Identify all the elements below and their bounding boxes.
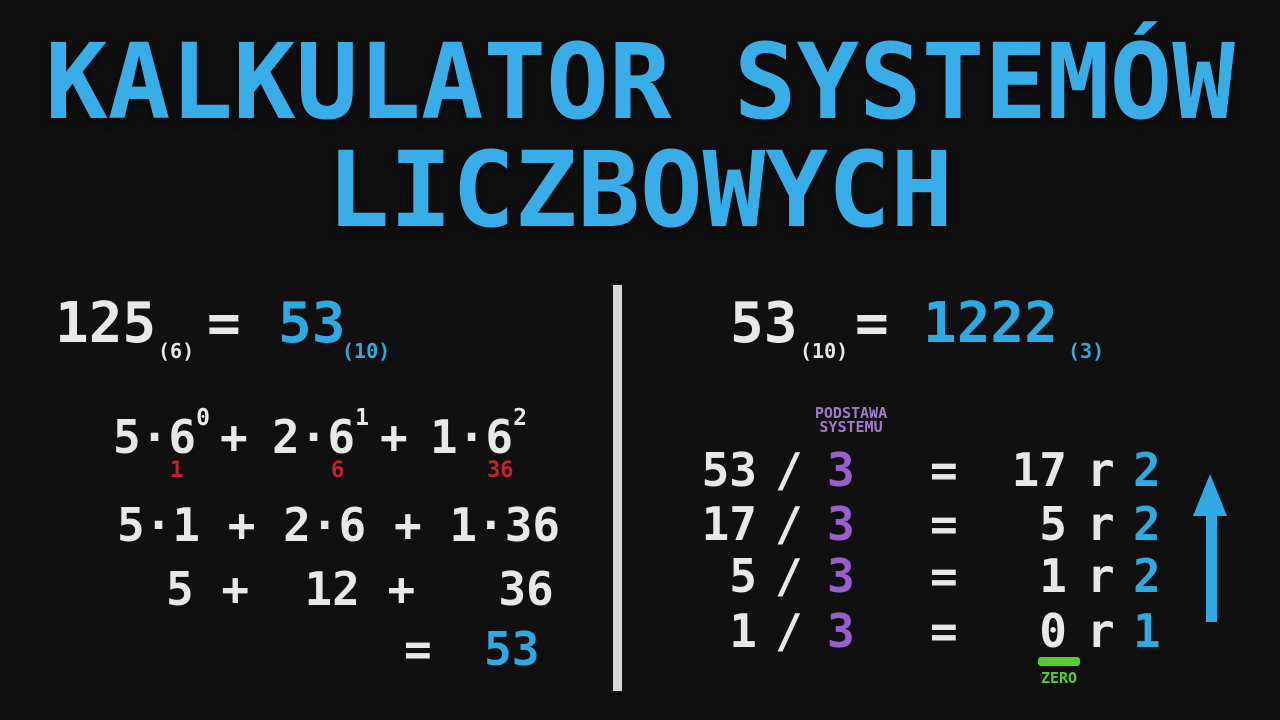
expansion-plus-2: + [380,410,408,464]
zero-label: ZERO [1040,669,1078,687]
division-1-remainder: 2 [1133,443,1161,497]
expansion-term-3-base: 1·6 [430,410,514,464]
right-equation-equals: = [855,291,889,356]
right-equation-result: 1222 [923,291,1058,356]
division-2-remainder-letter: r [1087,497,1115,551]
division-4-divisor: 3 [827,604,855,658]
expansion-term-3-exponent: 2 [513,405,527,431]
expansion-term-2: 2·61 [272,405,369,471]
left-equation-value: 125 [55,291,157,356]
division-4-dividend: 1 [729,604,757,658]
division-2-remainder: 2 [1133,497,1161,551]
column-divider [613,285,622,691]
division-3-dividend: 5 [729,549,757,603]
division-1-slash: / [775,443,803,497]
power-value-label-2: 6 [331,458,345,483]
division-3-remainder: 2 [1133,549,1161,603]
division-1-divisor: 3 [827,443,855,497]
division-3-divisor: 3 [827,549,855,603]
base-of-system-label: PODSTAWA SYSTEMU [790,404,912,436]
base-of-system-label-line1: PODSTAWA [814,404,888,422]
left-equation-result: 53 [278,291,346,356]
expansion-term-1: 5·60 [113,405,210,471]
expansion-term-3: 1·62 [430,405,527,471]
division-1-equals: = [930,443,958,497]
division-2-slash: / [775,497,803,551]
division-2-dividend: 17 [701,497,757,551]
up-arrow-head-icon [1193,474,1227,516]
right-equation-base-subscript: (10) [800,339,849,363]
division-row-3: 5 / 3 = 1 r 2 [660,551,1200,601]
division-row-4: 1 / 3 = 0 r 1 [660,606,1200,656]
base-of-system-label-line2: SYSTEMU [819,418,883,436]
division-3-quotient: 1 [1039,549,1067,603]
division-2-equals: = [930,497,958,551]
up-arrow-shaft [1206,512,1217,622]
division-4-equals: = [930,604,958,658]
left-equation-base-subscript: (6) [158,339,195,363]
power-value-label-1: 1 [170,458,184,483]
expansion-plus-1: + [220,410,248,464]
page-title: KALKULATOR SYSTEMÓW LICZBOWYCH [0,28,1280,244]
zero-underline-bar [1038,657,1080,666]
division-1-dividend: 53 [701,443,757,497]
division-4-remainder: 1 [1133,604,1161,658]
division-4-slash: / [775,604,803,658]
expansion-term-2-exponent: 1 [355,405,369,431]
division-1-remainder-letter: r [1087,443,1115,497]
left-result-value: 53 [484,622,540,676]
right-equation-result-base-subscript: (3) [1068,339,1105,363]
division-3-equals: = [930,549,958,603]
division-4-quotient: 0 [1039,604,1067,658]
division-2-divisor: 3 [827,497,855,551]
left-equation-equals: = [207,291,241,356]
division-1-quotient: 17 [1011,443,1067,497]
division-row-2: 17 / 3 = 5 r 2 [660,499,1200,549]
division-row-1: 53 / 3 = 17 r 2 [660,445,1200,495]
division-2-quotient: 5 [1039,497,1067,551]
page-title-line2: LICZBOWYCH [326,129,954,251]
page-title-line1: KALKULATOR SYSTEMÓW [45,21,1235,143]
expansion-step-2: 5·1 + 2·6 + 1·36 [117,498,561,552]
expansion-term-2-base: 2·6 [272,410,356,464]
expansion-term-1-exponent: 0 [196,405,210,431]
division-3-slash: / [775,549,803,603]
expansion-term-1-base: 5·6 [113,410,197,464]
expansion-step-3: 5 + 12 + 36 [166,562,554,616]
power-value-label-3: 36 [487,458,514,483]
division-3-remainder-letter: r [1087,549,1115,603]
division-4-remainder-letter: r [1087,604,1115,658]
left-result-equals: = [404,622,432,676]
left-equation-result-base-subscript: (10) [342,339,391,363]
right-equation-value: 53 [730,291,798,356]
